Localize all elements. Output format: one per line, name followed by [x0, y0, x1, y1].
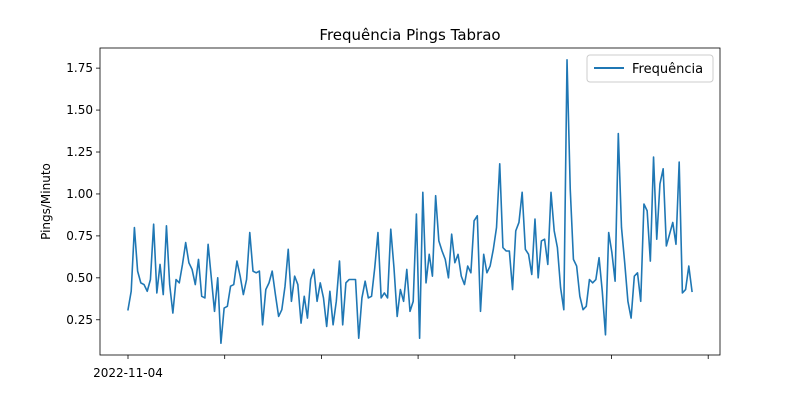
x-axis: 2022-11-04 — [93, 355, 709, 380]
y-tick-label: 0.75 — [66, 229, 93, 243]
y-tick-label: 0.25 — [66, 313, 93, 327]
y-axis-label: Pings/Minuto — [39, 163, 53, 240]
y-tick-label: 0.50 — [66, 271, 93, 285]
chart-title: Frequência Pings Tabrao — [319, 26, 500, 44]
series-layer — [127, 58, 693, 345]
x-tick-label: 2022-11-04 — [93, 366, 163, 380]
y-axis: 0.25 0.50 0.75 1.00 1.25 1.50 1.75 — [66, 61, 100, 327]
legend-box — [586, 54, 714, 83]
legend-label: Frequência — [632, 62, 703, 77]
y-tick-label: 1.75 — [66, 61, 93, 75]
series-line-frequencia — [127, 58, 693, 345]
y-tick-label: 1.00 — [66, 187, 93, 201]
plot-frame — [99, 47, 721, 356]
y-tick-label: 1.25 — [66, 145, 93, 159]
y-tick-label: 1.50 — [66, 103, 93, 117]
legend: Frequência — [586, 54, 714, 83]
